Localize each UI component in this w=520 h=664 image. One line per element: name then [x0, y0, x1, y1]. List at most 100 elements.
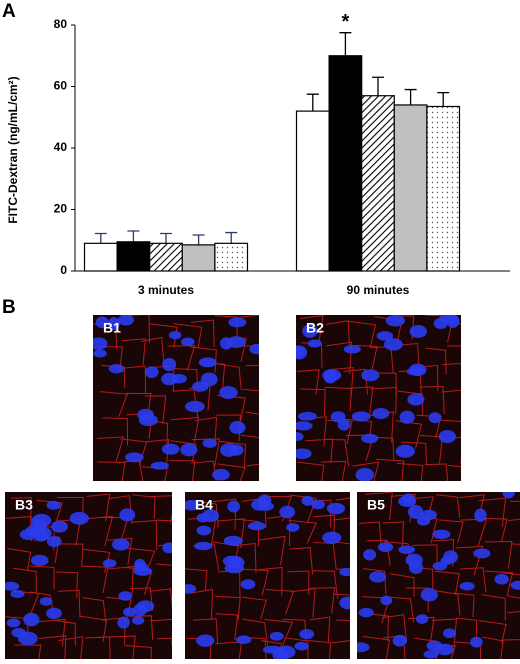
nucleus [311, 499, 326, 510]
nucleus [227, 500, 240, 513]
bar [328, 55, 363, 272]
error-bar [306, 93, 319, 112]
nucleus [279, 505, 296, 519]
nucleus [262, 645, 283, 654]
nucleus [118, 591, 133, 601]
nucleus [474, 508, 487, 522]
nucleus [395, 444, 415, 458]
nucleus [180, 337, 195, 347]
y-tick-label: 80 [54, 17, 68, 31]
micrograph: B1 [93, 315, 259, 481]
nucleus [117, 616, 130, 629]
nucleus [18, 631, 38, 646]
bar [83, 242, 118, 272]
micrograph-content [357, 492, 520, 659]
error-bar [160, 232, 172, 244]
error-bar [339, 32, 352, 56]
nucleus [227, 336, 246, 349]
micrograph: B3 [5, 492, 172, 659]
panel-label: B [2, 297, 16, 318]
micrograph-content [185, 492, 350, 659]
micrograph: B4 [185, 492, 350, 659]
nucleus [415, 614, 429, 624]
nucleus [162, 542, 172, 554]
nucleus [296, 345, 308, 360]
y-tick-label: 60 [54, 79, 68, 93]
nucleus [131, 616, 145, 625]
nucleus [119, 508, 136, 522]
nucleus [93, 337, 108, 350]
nucleus [196, 525, 212, 536]
micrograph-content [93, 315, 259, 481]
nucleus [5, 581, 20, 591]
nucleus [443, 550, 458, 564]
bar [426, 105, 461, 272]
nucleus [372, 407, 390, 419]
nucleus [330, 411, 346, 423]
nucleus [302, 324, 318, 338]
nucleus [39, 597, 53, 606]
nucleus [297, 411, 317, 421]
error-bar [94, 232, 107, 244]
x-tick-label: 3 minutes [138, 283, 194, 297]
nucleus [194, 541, 213, 551]
error-bar [437, 92, 450, 107]
image-label: B2 [306, 320, 324, 336]
nucleus [407, 393, 425, 406]
nucleus [369, 571, 387, 583]
x-tick-label: 90 minutes [347, 283, 410, 297]
bar [361, 95, 395, 272]
y-axis-label: FITC-Dextran (ng/mL/cm²) [6, 76, 20, 223]
image-label: B3 [15, 497, 33, 513]
nucleus [10, 589, 25, 598]
micrograph-background [296, 315, 461, 481]
nucleus [383, 338, 403, 351]
nucleus [30, 554, 49, 567]
nucleus [339, 567, 350, 577]
micrograph: B5 [357, 492, 520, 659]
nucleus [385, 315, 405, 327]
nucleus [432, 529, 451, 540]
nucleus [202, 438, 217, 448]
nucleus [301, 495, 314, 506]
nucleus [202, 509, 220, 523]
nucleus [161, 443, 180, 455]
nucleus [247, 521, 266, 531]
nucleus [343, 344, 361, 354]
nucleus [46, 500, 61, 510]
nucleus [240, 579, 256, 590]
nucleus [380, 595, 393, 606]
nucleus [125, 452, 144, 463]
nucleus [357, 642, 370, 653]
nucleus [363, 549, 377, 561]
nucleus [212, 468, 230, 481]
error-bar [225, 231, 238, 244]
nucleus [428, 412, 442, 424]
nucleus [46, 535, 62, 548]
nucleus [95, 316, 109, 329]
nucleus [236, 635, 252, 645]
bar [149, 242, 183, 272]
bar [214, 242, 249, 272]
nucleus [170, 373, 187, 384]
nucleus [337, 419, 351, 431]
panel-label: A [2, 1, 16, 22]
nucleus [185, 500, 201, 511]
nucleus [435, 643, 454, 656]
nucleus [433, 318, 448, 330]
nucleus [296, 432, 304, 442]
nucleus [296, 448, 312, 460]
nucleus [185, 584, 197, 594]
nucleus [307, 339, 322, 348]
nucleus [33, 530, 49, 542]
nucleus [408, 363, 427, 377]
nucleus [51, 520, 68, 533]
nucleus [31, 513, 52, 528]
nucleus [192, 381, 209, 392]
nucleus [108, 363, 125, 374]
nucleus [339, 596, 350, 610]
nucleus [473, 548, 491, 559]
cell-membrane [5, 493, 172, 659]
bar [393, 104, 428, 272]
nucleus [376, 331, 394, 341]
